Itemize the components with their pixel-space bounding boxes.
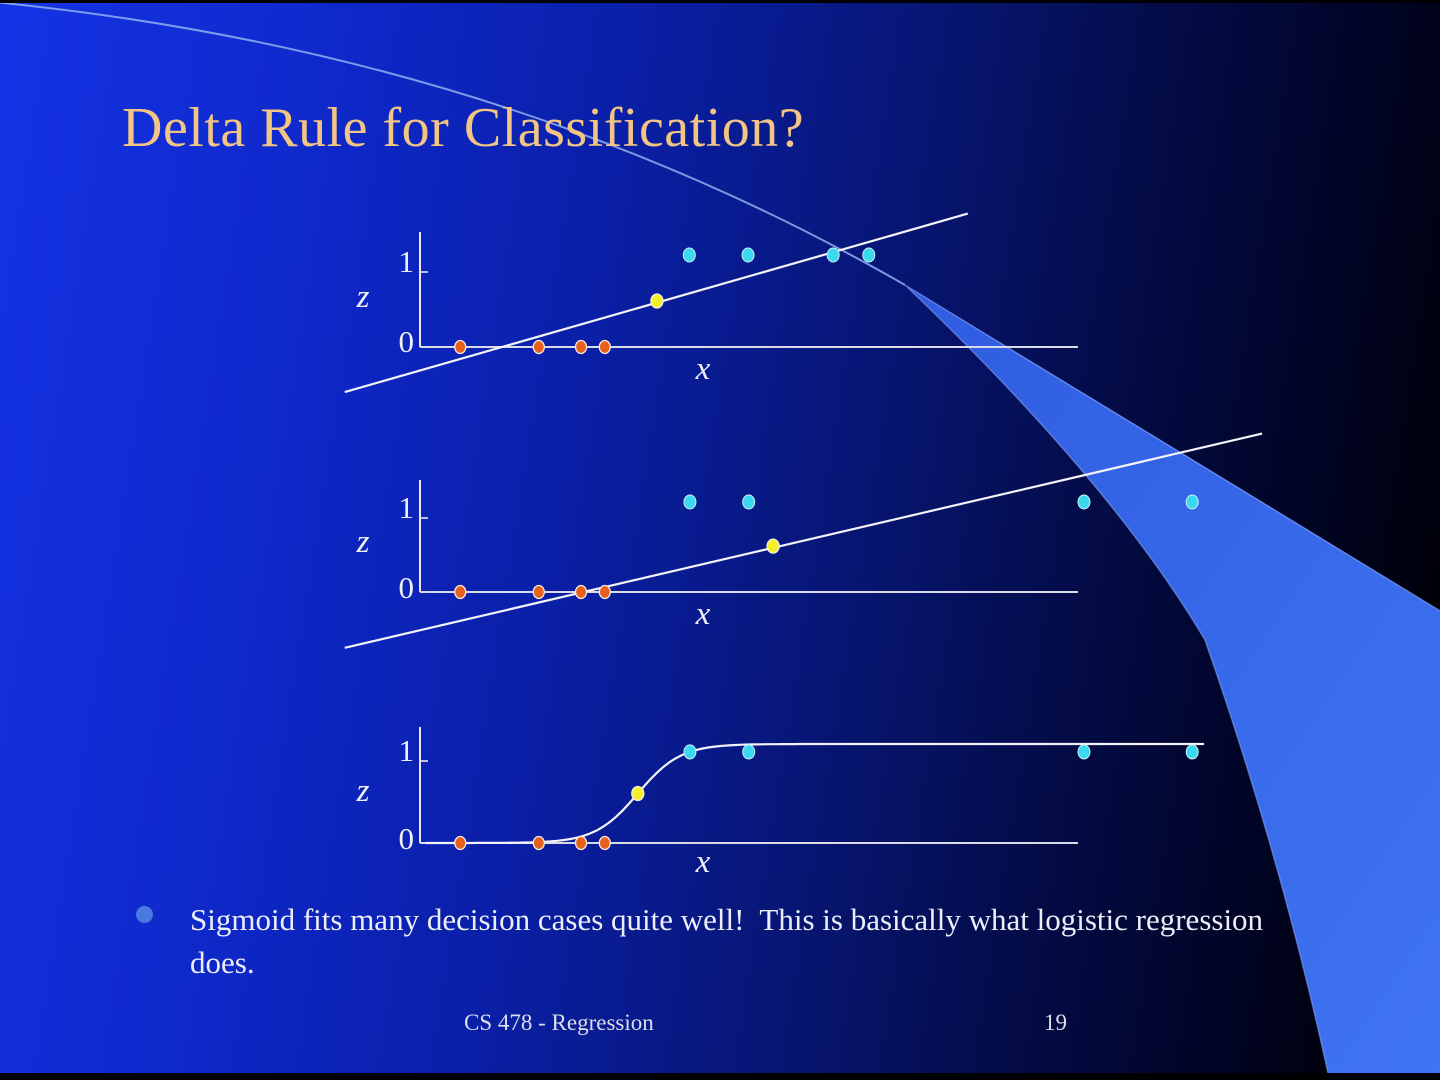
class0-point bbox=[532, 835, 545, 851]
midpoint-point bbox=[766, 538, 780, 554]
bullet-icon bbox=[136, 906, 153, 923]
plot2-data-points bbox=[344, 432, 1263, 649]
class0-point bbox=[454, 339, 467, 355]
class1-point bbox=[826, 247, 840, 263]
plot-sigmoid-fit: 1 0 z x bbox=[356, 727, 1205, 880]
class1-point bbox=[741, 247, 755, 263]
class1-point bbox=[862, 247, 876, 263]
plot2-y-label: z bbox=[356, 524, 370, 560]
class1-point bbox=[1185, 494, 1199, 510]
class0-point bbox=[598, 339, 611, 355]
swoosh-arc-line bbox=[0, 1, 906, 286]
class1-point bbox=[683, 744, 697, 760]
fit-line bbox=[344, 432, 1263, 649]
class0-point bbox=[454, 835, 467, 851]
plot2-x-label: x bbox=[695, 596, 711, 632]
letterbox-bottom bbox=[0, 1073, 1440, 1080]
plot3-data-points bbox=[425, 742, 1205, 851]
class0-point bbox=[598, 835, 611, 851]
plot1-x-label: x bbox=[695, 351, 711, 387]
plot2-tick-0: 0 bbox=[399, 570, 415, 605]
class1-point bbox=[742, 744, 756, 760]
plot1-data-points bbox=[344, 212, 969, 394]
class1-point bbox=[1077, 744, 1091, 760]
page-title: Delta Rule for Classification? bbox=[122, 97, 805, 159]
class0-point bbox=[532, 584, 545, 600]
plot3-x-label: x bbox=[695, 844, 711, 880]
plot1-y-label: z bbox=[356, 279, 370, 315]
class0-point bbox=[574, 584, 588, 600]
swoosh-wedge bbox=[904, 284, 1440, 1080]
plot1-tick-0: 0 bbox=[399, 324, 415, 359]
bullet-text: Sigmoid fits many decision cases quite w… bbox=[190, 902, 1271, 981]
class0-point bbox=[598, 584, 611, 600]
class1-point bbox=[682, 247, 696, 263]
footer-page-number: 19 bbox=[1044, 1010, 1067, 1035]
plot1-tick-1: 1 bbox=[399, 244, 415, 279]
class0-point bbox=[532, 339, 545, 355]
midpoint-point bbox=[631, 785, 645, 802]
class1-point bbox=[683, 494, 697, 510]
letterbox-top bbox=[0, 0, 1440, 3]
class0-point bbox=[454, 584, 467, 600]
plot-linear-fit: 1 0 z x bbox=[344, 212, 1078, 394]
sigmoid-curve bbox=[425, 742, 1205, 845]
plot3-y-label: z bbox=[356, 773, 370, 809]
plot3-tick-0: 0 bbox=[399, 821, 415, 856]
plot-linear-fit-outliers: 1 0 z x bbox=[344, 432, 1263, 649]
midpoint-point bbox=[650, 293, 664, 309]
class0-point bbox=[574, 339, 588, 355]
class1-point bbox=[1077, 494, 1091, 510]
plot2-tick-1: 1 bbox=[399, 490, 415, 525]
class1-point bbox=[1185, 744, 1199, 760]
footer-course-label: CS 478 - Regression bbox=[464, 1010, 654, 1035]
plot3-tick-1: 1 bbox=[399, 733, 415, 768]
class1-point bbox=[742, 494, 756, 510]
class0-point bbox=[574, 835, 588, 851]
